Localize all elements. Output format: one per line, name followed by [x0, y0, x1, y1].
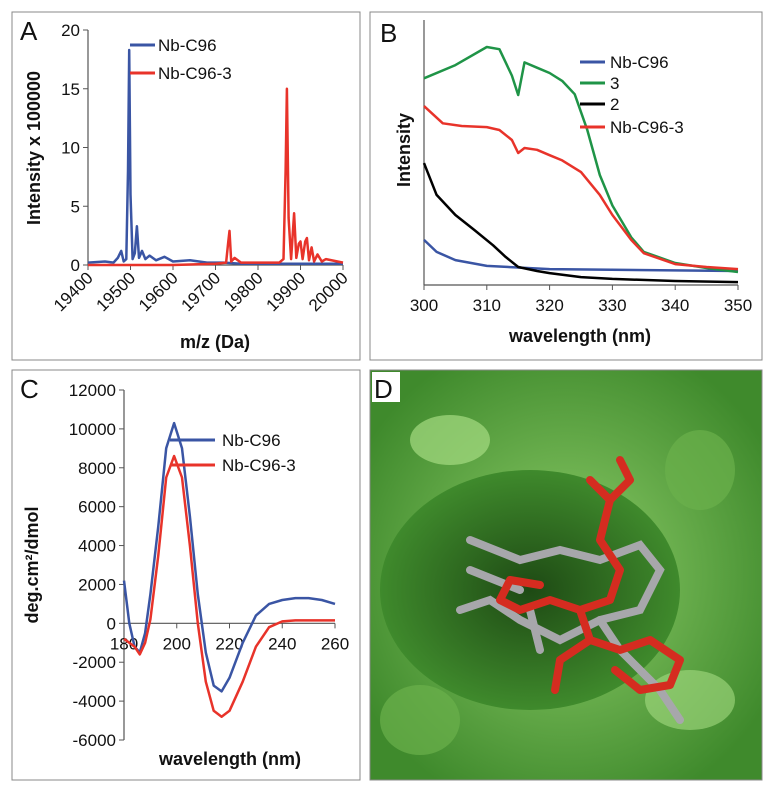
panel-label: A — [20, 16, 38, 46]
legend-label: 3 — [610, 74, 619, 93]
x-tick-label: 240 — [268, 634, 296, 653]
y-tick-label: -4000 — [73, 692, 116, 711]
x-tick-label: 220 — [215, 634, 243, 653]
x-tick-label: 19400 — [50, 268, 97, 315]
panel-d-image — [369, 369, 763, 781]
x-tick-label: 340 — [661, 296, 689, 315]
x-tick-label: 19600 — [135, 268, 182, 315]
y-tick-label: 6000 — [78, 498, 116, 517]
y-tick-label: 12000 — [69, 381, 116, 400]
y-tick-label: 15 — [61, 80, 80, 99]
x-tick-label: 330 — [598, 296, 626, 315]
y-tick-label: 8000 — [78, 459, 116, 478]
x-tick-label: 19900 — [262, 268, 309, 315]
panel-frame — [369, 11, 763, 361]
x-tick-label: 20000 — [305, 268, 352, 315]
x-tick-label: 310 — [473, 296, 501, 315]
series-line — [423, 105, 739, 271]
panel-frame — [11, 11, 361, 361]
panel-frame — [11, 369, 361, 781]
x-axis-title: wavelength (nm) — [508, 326, 651, 346]
y-tick-label: 10 — [61, 139, 80, 158]
x-axis-title: wavelength (nm) — [158, 749, 301, 769]
x-tick-label: 180 — [110, 634, 138, 653]
legend-label: 2 — [610, 95, 619, 114]
panel-label: D — [374, 374, 393, 404]
legend-label: Nb-C96 — [222, 431, 281, 450]
x-tick-label: 19800 — [220, 268, 267, 315]
y-tick-label: 4000 — [78, 537, 116, 556]
x-tick-label: 350 — [724, 296, 752, 315]
legend-label: Nb-C96 — [158, 36, 217, 55]
panel-label: B — [380, 18, 397, 48]
series-line — [423, 238, 739, 273]
legend-label: Nb-C96-3 — [610, 118, 684, 137]
series-line — [422, 162, 739, 284]
series-line — [88, 87, 344, 267]
x-tick-label: 320 — [535, 296, 563, 315]
y-axis-title: Intensity x 100000 — [24, 71, 44, 225]
y-tick-label: 5 — [71, 197, 80, 216]
x-tick-label: 260 — [321, 634, 349, 653]
x-tick-label: 19500 — [92, 268, 139, 315]
y-tick-label: 2000 — [78, 575, 116, 594]
x-tick-label: 19700 — [177, 268, 224, 315]
y-tick-label: -6000 — [73, 731, 116, 750]
y-axis-title: Intensity — [394, 113, 414, 187]
y-tick-label: 0 — [107, 614, 116, 633]
x-axis-title: m/z (Da) — [180, 332, 250, 352]
panel-label: C — [20, 374, 39, 404]
y-axis-title: deg.cm²/dmol — [22, 506, 42, 623]
y-tick-label: -2000 — [73, 653, 116, 672]
legend-label: Nb-C96-3 — [222, 456, 296, 475]
y-tick-label: 10000 — [69, 420, 116, 439]
y-tick-label: 0 — [71, 256, 80, 275]
series-line — [423, 45, 739, 274]
x-tick-label: 300 — [410, 296, 438, 315]
legend-label: Nb-C96 — [610, 53, 669, 72]
series-line — [122, 421, 336, 693]
legend-label: Nb-C96-3 — [158, 64, 232, 83]
series-line — [123, 454, 335, 718]
y-tick-label: 20 — [61, 21, 80, 40]
x-tick-label: 200 — [163, 634, 191, 653]
